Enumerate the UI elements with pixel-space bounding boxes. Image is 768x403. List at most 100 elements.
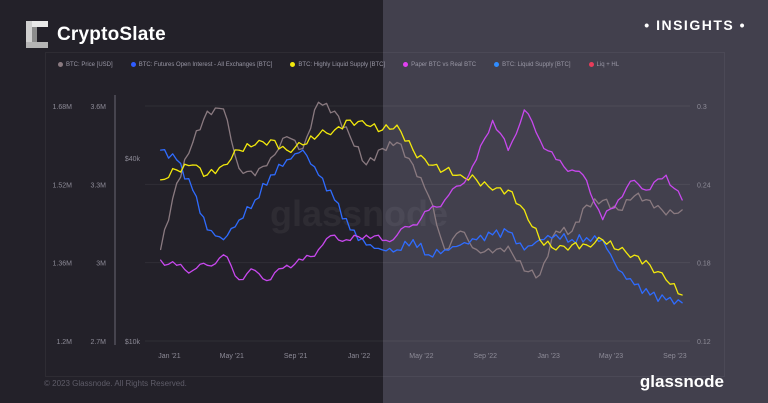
legend-label: BTC: Futures Open Interest - All Exchang… [138, 62, 273, 69]
y-tick-label: 1.52M [53, 182, 73, 189]
data-point [412, 164, 414, 166]
data-point [222, 108, 225, 110]
y-tick-label: 1.36M [53, 261, 73, 268]
data-point [412, 224, 414, 226]
chart-panel [45, 52, 725, 377]
legend-label: Liq + HL [596, 62, 620, 69]
copyright: © 2023 Glassnode. All Rights Reserved. [44, 379, 187, 388]
legend-dot-icon [130, 62, 136, 67]
data-point [555, 158, 557, 161]
data-point [507, 149, 509, 151]
data-point [238, 149, 240, 151]
data-point [428, 195, 430, 197]
data-point [459, 174, 461, 176]
data-point [396, 124, 398, 126]
data-point [317, 174, 320, 176]
legend-label: Paper BTC vs Real BTC [411, 62, 477, 69]
y-tick-label: 0.18 [697, 261, 711, 268]
data-point [571, 244, 573, 246]
data-point [396, 141, 398, 144]
data-point [270, 157, 272, 159]
data-point [192, 189, 194, 191]
data-point [681, 199, 683, 201]
data-point [444, 199, 446, 201]
data-point [555, 230, 557, 232]
data-point [192, 164, 194, 166]
legend-item[interactable]: Paper BTC vs Real BTC [403, 62, 476, 68]
legend-item[interactable]: BTC: Liquid Supply [BTC] [494, 62, 571, 69]
series-line-1 [160, 149, 683, 305]
data-point [523, 109, 525, 111]
data-point [365, 234, 367, 236]
data-point [617, 199, 619, 201]
legend-label: BTC: Liquid Supply [BTC] [502, 62, 571, 69]
data-point [349, 239, 351, 242]
data-point [665, 214, 667, 216]
data-point [206, 264, 208, 266]
data-point [633, 284, 636, 286]
data-point [222, 254, 225, 256]
legend-item[interactable]: BTC: Futures Open Interest - All Exchang… [130, 62, 273, 69]
data-point [334, 129, 336, 131]
data-point [192, 141, 194, 144]
data-point [681, 302, 683, 304]
data-point [317, 101, 320, 103]
y-tick-label: 1.2M [56, 339, 72, 346]
data-point [270, 279, 272, 281]
data-point [396, 234, 398, 236]
legend-item[interactable]: Liq + HL [588, 62, 620, 69]
data-point [491, 119, 494, 121]
legend-dot-icon [58, 62, 63, 67]
x-tick-label: Jan '21 [158, 353, 180, 360]
data-point [192, 269, 194, 272]
series-line-2 [160, 119, 683, 296]
data-point [176, 159, 178, 161]
data-point [475, 239, 478, 241]
cryptoslate-logo: CryptoSlate [26, 21, 166, 48]
data-point [412, 149, 414, 151]
data-point [428, 254, 430, 256]
data-point [302, 144, 304, 146]
data-point [349, 229, 351, 231]
data-point [475, 158, 478, 161]
legend-item[interactable]: BTC: Price [USD] [58, 62, 113, 68]
data-point [222, 164, 225, 166]
cryptoslate-logo-icon [26, 21, 48, 48]
data-point [617, 209, 619, 211]
data-point [286, 264, 288, 266]
data-point [254, 199, 256, 201]
data-point [302, 259, 304, 261]
data-point [270, 139, 272, 141]
data-point [633, 195, 636, 197]
data-point [649, 294, 651, 296]
data-point [381, 239, 384, 242]
data-point [491, 234, 494, 236]
x-tick-label: May '23 [599, 353, 623, 360]
data-point [270, 174, 272, 176]
data-point [317, 134, 320, 136]
y-tick-label: 0.12 [697, 339, 711, 346]
data-point [665, 174, 667, 176]
y-tick-label: 2.7M [90, 339, 106, 346]
data-point [523, 270, 525, 272]
data-point [286, 136, 288, 138]
data-point [444, 169, 446, 171]
data-point [539, 239, 541, 241]
data-point [206, 174, 208, 176]
right-background [383, 0, 768, 403]
data-point [681, 209, 683, 211]
data-point [586, 237, 588, 239]
data-point [254, 175, 256, 177]
data-point [444, 249, 446, 251]
data-point [159, 259, 162, 261]
x-tick-label: Sep '23 [663, 353, 687, 360]
data-point [491, 189, 494, 191]
legend-item[interactable]: BTC: Highly Liquid Supply [BTC] [290, 62, 385, 68]
data-point [633, 254, 636, 256]
data-point [286, 159, 288, 161]
data-point [681, 294, 683, 296]
glassnode-logo: glassnode [639, 372, 724, 391]
data-point [586, 204, 588, 206]
legend-label: BTC: Highly Liquid Supply [BTC] [298, 62, 386, 69]
data-point [491, 252, 494, 254]
